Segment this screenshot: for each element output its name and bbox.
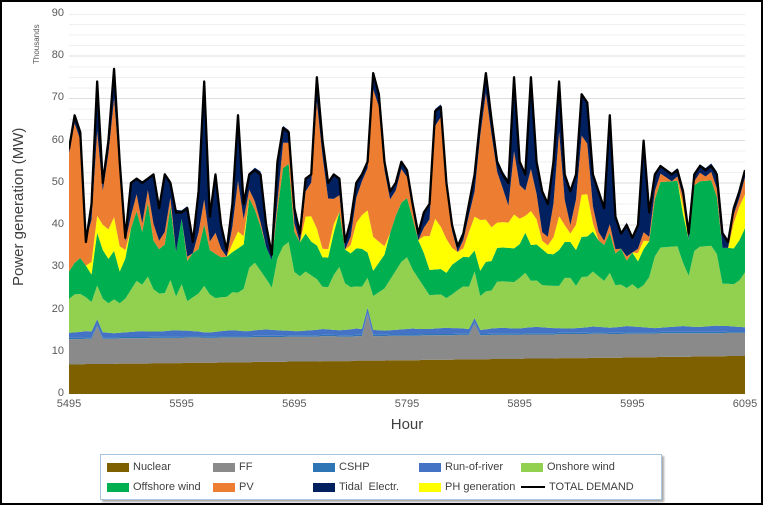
series-band-onshore-wind	[69, 242, 745, 334]
stacked-area-plot[interactable]	[69, 14, 745, 394]
legend-label: TOTAL DEMAND	[549, 481, 634, 493]
legend-swatch-onshore-wind	[521, 462, 543, 472]
y-tick-label: 90	[51, 7, 64, 19]
legend-label: Onshore wind	[547, 461, 615, 473]
y-tick-label: 20	[51, 302, 64, 315]
y-tick-label: 40	[51, 218, 64, 231]
y-tick-label: 80	[51, 49, 64, 62]
chart-legend: Nuclear FF CSHP Run-of-river Onshore wind Off…	[100, 454, 662, 500]
y-tick-label: 70	[51, 91, 64, 104]
legend-swatch-tidal-electr-	[313, 482, 335, 492]
legend-swatch-pv	[213, 482, 235, 492]
legend-item-pv[interactable]: PV	[213, 481, 313, 493]
series-band-offshore-wind	[69, 163, 745, 304]
legend-item-nuclear[interactable]: Nuclear	[107, 461, 213, 473]
legend-label: CSHP	[339, 461, 370, 473]
y-axis-title: Power generation (MW)	[10, 127, 27, 286]
y-tick-label: 30	[51, 260, 64, 273]
x-tick-label: 5995	[620, 398, 645, 410]
x-tick-label: 5795	[394, 398, 420, 410]
legend-label: PH generation	[445, 481, 516, 493]
x-tick-label: 5495	[56, 398, 82, 410]
series-band-ph-generation	[69, 163, 745, 275]
plot-area[interactable]	[69, 14, 745, 394]
legend-swatch-run-of-river	[419, 462, 441, 472]
legend-item-tidal-electr-[interactable]: Tidal Electr.	[313, 481, 419, 493]
legend-swatch-ff	[213, 462, 235, 472]
x-axis-title: Hour	[390, 416, 424, 433]
total-demand-line	[69, 67, 745, 256]
legend-swatch-cshp	[313, 462, 335, 472]
y-tick-label: 0	[57, 387, 64, 399]
legend-label: Run-of-river	[445, 461, 504, 473]
x-tick-label: 5895	[507, 398, 532, 410]
legend-label: Nuclear	[133, 461, 171, 473]
series-band-pv	[69, 89, 745, 272]
legend-item-onshore-wind[interactable]: Onshore wind	[521, 461, 655, 473]
legend-item-total-demand[interactable]: TOTAL DEMAND	[521, 481, 655, 493]
legend-label: PV	[239, 481, 254, 493]
legend-swatch-total-demand	[521, 485, 545, 489]
y-tick-label: 10	[51, 344, 64, 357]
legend-swatch-nuclear	[107, 462, 129, 472]
y-tick-label: 50	[51, 175, 64, 188]
x-tick-label: 5595	[169, 398, 194, 410]
legend-label: Offshore wind	[133, 481, 201, 493]
series-band-run-of-river	[69, 307, 745, 338]
x-tick-label: 6095	[732, 398, 758, 410]
legend-item-cshp[interactable]: CSHP	[313, 461, 419, 473]
legend-item-ph-generation[interactable]: PH generation	[419, 481, 521, 493]
legend-swatch-offshore-wind	[107, 482, 129, 492]
y-tick-label: 60	[51, 133, 64, 146]
legend-item-run-of-river[interactable]: Run-of-river	[419, 461, 521, 473]
legend-item-offshore-wind[interactable]: Offshore wind	[107, 481, 213, 493]
legend-label: Tidal Electr.	[339, 481, 400, 493]
legend-swatch-ph-generation	[419, 482, 441, 492]
series-band-ff	[69, 314, 745, 365]
x-tick-label: 5695	[282, 398, 307, 410]
legend-item-ff[interactable]: FF	[213, 461, 313, 473]
series-band-nuclear	[69, 356, 745, 394]
legend-label: FF	[239, 461, 253, 473]
